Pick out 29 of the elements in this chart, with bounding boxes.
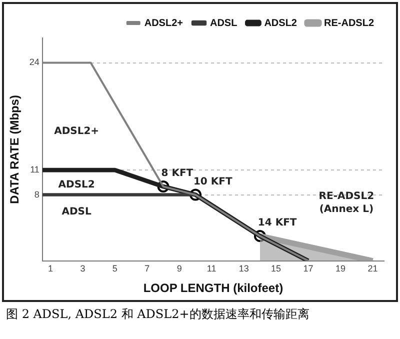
x-tick-label: 13	[238, 264, 249, 274]
y-tick-label: 11	[30, 164, 40, 175]
legend-label: ADSL2+	[144, 18, 184, 29]
caption: 图 2 ADSL, ADSL2 和 ADSL2+的数据速率和传输距离	[6, 306, 310, 323]
annotation: 8 KFT	[161, 168, 194, 180]
x-tick-label: 21	[368, 264, 378, 274]
x-tick-label: 15	[271, 264, 282, 274]
x-tick-label: 5	[112, 264, 118, 274]
annotation: ADSL	[62, 206, 92, 218]
annotation: ADSL2+	[54, 126, 100, 138]
x-tick-label: 11	[206, 264, 216, 274]
x-tick-label: 1	[48, 264, 53, 274]
annotation: 10 KFT	[193, 176, 232, 188]
annotation: RE-ADSL2	[318, 190, 374, 202]
x-tick-label: 9	[176, 264, 182, 274]
legend-label: ADSL	[210, 18, 238, 29]
y-tick-label: 24	[29, 57, 40, 68]
annotation: ADSL2	[58, 180, 95, 191]
annotation: (Annex L)	[319, 204, 374, 216]
legend-label: ADSL2	[264, 18, 298, 29]
x-tick-label: 3	[80, 264, 86, 274]
x-tick-label: 7	[144, 264, 150, 274]
y-axis-title: DATA RATE (Mbps)	[8, 94, 22, 204]
legend-label: RE-ADSL2	[324, 18, 374, 29]
annotation: 14 KFT	[258, 218, 297, 229]
x-tick-label: 19	[335, 264, 346, 274]
x-tick-label: 17	[303, 264, 314, 274]
y-tick-label: 8	[34, 189, 40, 200]
x-axis-title: LOOP LENGTH (kilofeet)	[143, 281, 284, 296]
